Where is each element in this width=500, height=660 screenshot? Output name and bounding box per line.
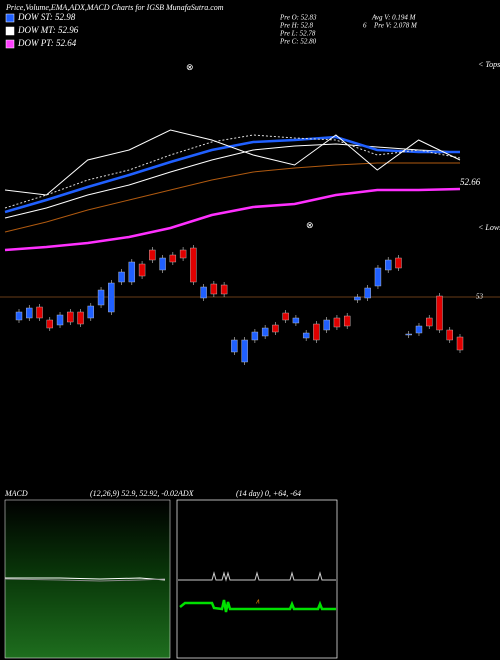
stat: Avg V: 0.194 M: [371, 14, 417, 22]
candle-body: [179, 249, 187, 259]
candle-body: [354, 296, 361, 301]
di-line: [179, 599, 336, 613]
candle-body: [272, 324, 279, 333]
candle-body: [446, 329, 453, 341]
ema-line: [4, 162, 460, 233]
candle-body: [169, 254, 177, 263]
ema-line: [4, 129, 461, 196]
candle-body: [313, 323, 320, 341]
legend-label: DOW ST: 52.98: [17, 12, 76, 22]
candle-body: [231, 339, 238, 353]
ema-line: [4, 187, 461, 252]
candle-body: [292, 317, 300, 324]
macd-signal: [4, 578, 166, 582]
last-label: 52.66: [460, 177, 481, 187]
side-label: < Lows: [478, 223, 500, 232]
candle-body: [323, 319, 330, 331]
candle-body: [87, 305, 94, 319]
macd-line: [5, 577, 166, 581]
candle-body: [36, 306, 43, 319]
candle-body: [77, 311, 84, 325]
candle-body: [190, 247, 197, 283]
macd-label: MACD: [4, 489, 28, 498]
adx-mark: ∧: [255, 598, 260, 606]
stat: Pre O: 52.83: [279, 14, 317, 22]
candle-body: [364, 287, 371, 299]
candle-body: [220, 284, 228, 295]
legend-swatch: [5, 13, 15, 23]
adx-params: (14 day) 0, +64, -64: [236, 489, 301, 498]
candle-body: [251, 331, 259, 341]
candle-body: [241, 339, 248, 363]
candle-body: [302, 332, 310, 339]
legend-swatch: [5, 39, 15, 49]
legend-label: DOW PT: 52.64: [17, 38, 77, 48]
candle-body: [426, 317, 433, 327]
adx-panel: [176, 499, 338, 659]
icon: ⊗: [186, 62, 194, 72]
candle-body: [405, 333, 412, 336]
candle-body: [333, 317, 341, 328]
candle-body: [97, 289, 105, 306]
candle-body: [415, 325, 423, 334]
candle-body: [15, 311, 23, 321]
candle-body: [385, 259, 392, 271]
stat: Pre V: 2.078 M: [373, 22, 418, 30]
macd-params: (12,26,9) 52.9, 52.92, -0.02: [90, 489, 178, 498]
candle-body: [46, 319, 53, 329]
stat: Pre L: 52.78: [279, 30, 316, 38]
adx-line: [178, 571, 336, 582]
candle-body: [159, 257, 166, 271]
candle-body: [67, 311, 74, 323]
candle-body: [282, 312, 289, 321]
candle-body: [200, 286, 207, 299]
candle-body: [26, 307, 33, 319]
candle-body: [210, 283, 218, 295]
adx-label: ADX: [177, 489, 195, 498]
stat: 6: [363, 22, 367, 30]
reference-label: 53: [476, 293, 484, 301]
legend-label: DOW MT: 52.96: [17, 25, 79, 35]
ema-line: [4, 143, 461, 219]
legend-swatch: [5, 26, 15, 36]
ema-line: [4, 135, 460, 214]
candle-body: [343, 315, 351, 327]
side-label: < Tops: [478, 60, 500, 69]
candle-body: [128, 261, 136, 283]
candle-body: [456, 336, 464, 351]
candle-body: [138, 263, 146, 277]
candle-body: [395, 257, 402, 269]
chart-title: Price,Volume,EMA,ADX,MACD Charts for IGS…: [5, 3, 224, 12]
candle-body: [108, 282, 115, 313]
stat: Pre H: 52.8: [279, 22, 313, 30]
icon: ⊗: [306, 220, 314, 230]
candle-body: [56, 314, 64, 326]
candle-body: [436, 295, 443, 331]
ema-line: [4, 134, 461, 209]
candle-body: [118, 271, 125, 283]
candle-body: [261, 327, 269, 337]
candle-body: [374, 267, 382, 287]
candle-body: [149, 249, 156, 261]
stat: Pre C: 52.80: [279, 38, 317, 46]
